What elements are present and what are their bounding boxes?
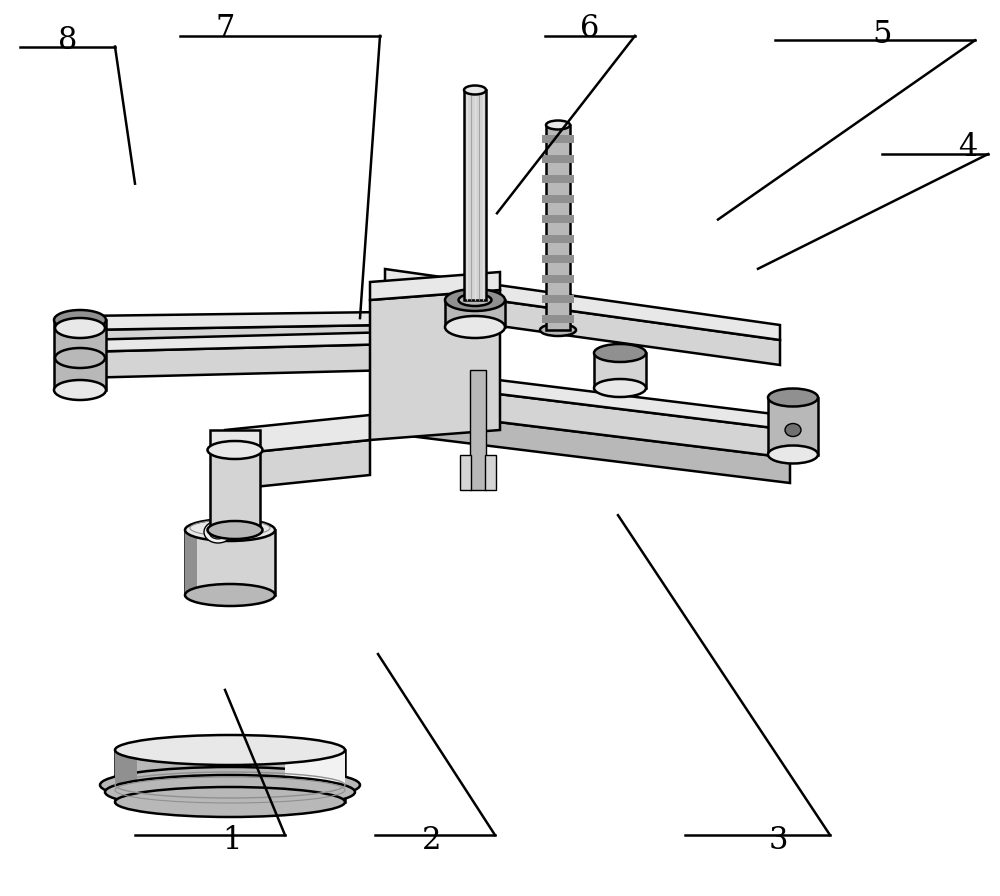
Ellipse shape (115, 735, 345, 765)
Polygon shape (54, 320, 106, 390)
Polygon shape (542, 155, 574, 163)
Polygon shape (470, 370, 486, 490)
Ellipse shape (100, 767, 360, 803)
Polygon shape (594, 353, 646, 388)
Polygon shape (542, 175, 574, 183)
Text: 1: 1 (222, 825, 242, 856)
Ellipse shape (445, 289, 505, 311)
Polygon shape (542, 315, 574, 323)
Text: 8: 8 (58, 25, 78, 56)
Polygon shape (115, 750, 137, 802)
Ellipse shape (464, 85, 486, 94)
Polygon shape (542, 275, 574, 283)
Ellipse shape (55, 318, 105, 338)
Polygon shape (768, 398, 818, 454)
Text: 4: 4 (958, 133, 978, 163)
Ellipse shape (185, 519, 275, 541)
Ellipse shape (546, 120, 570, 130)
Polygon shape (210, 430, 260, 450)
Polygon shape (285, 750, 345, 802)
Polygon shape (385, 380, 790, 458)
Polygon shape (542, 295, 574, 303)
Ellipse shape (594, 379, 646, 397)
Ellipse shape (445, 316, 505, 338)
Polygon shape (385, 366, 790, 430)
Polygon shape (80, 325, 385, 360)
Ellipse shape (209, 525, 227, 539)
Polygon shape (542, 195, 574, 203)
Polygon shape (185, 530, 197, 595)
Polygon shape (464, 90, 486, 300)
Ellipse shape (208, 441, 262, 459)
Polygon shape (225, 415, 370, 455)
Polygon shape (385, 408, 790, 483)
Polygon shape (546, 125, 570, 330)
Text: 7: 7 (215, 13, 235, 44)
Ellipse shape (768, 389, 818, 407)
Ellipse shape (458, 294, 492, 306)
Polygon shape (542, 235, 574, 243)
Ellipse shape (594, 344, 646, 362)
Polygon shape (460, 455, 471, 490)
Ellipse shape (54, 380, 106, 400)
Ellipse shape (54, 310, 106, 330)
Text: 5: 5 (872, 19, 892, 49)
Polygon shape (78, 332, 395, 352)
Ellipse shape (540, 324, 576, 336)
Polygon shape (370, 272, 500, 300)
Ellipse shape (71, 353, 89, 367)
Polygon shape (385, 285, 780, 365)
Polygon shape (185, 530, 275, 595)
Polygon shape (385, 269, 780, 340)
Text: 6: 6 (580, 13, 600, 44)
Ellipse shape (55, 348, 105, 368)
Ellipse shape (185, 584, 275, 606)
Ellipse shape (105, 775, 355, 809)
Polygon shape (485, 455, 496, 490)
Text: 2: 2 (422, 825, 442, 856)
Ellipse shape (208, 521, 262, 539)
Polygon shape (445, 300, 505, 327)
Ellipse shape (785, 424, 801, 436)
Polygon shape (225, 440, 370, 490)
Polygon shape (80, 312, 385, 330)
Text: 3: 3 (768, 825, 788, 856)
Polygon shape (542, 255, 574, 263)
Ellipse shape (768, 445, 818, 463)
Polygon shape (542, 215, 574, 223)
Polygon shape (370, 290, 500, 440)
Ellipse shape (204, 521, 232, 543)
Polygon shape (115, 750, 345, 802)
Polygon shape (78, 344, 395, 378)
Ellipse shape (115, 787, 345, 817)
Polygon shape (542, 135, 574, 143)
Polygon shape (210, 450, 260, 530)
